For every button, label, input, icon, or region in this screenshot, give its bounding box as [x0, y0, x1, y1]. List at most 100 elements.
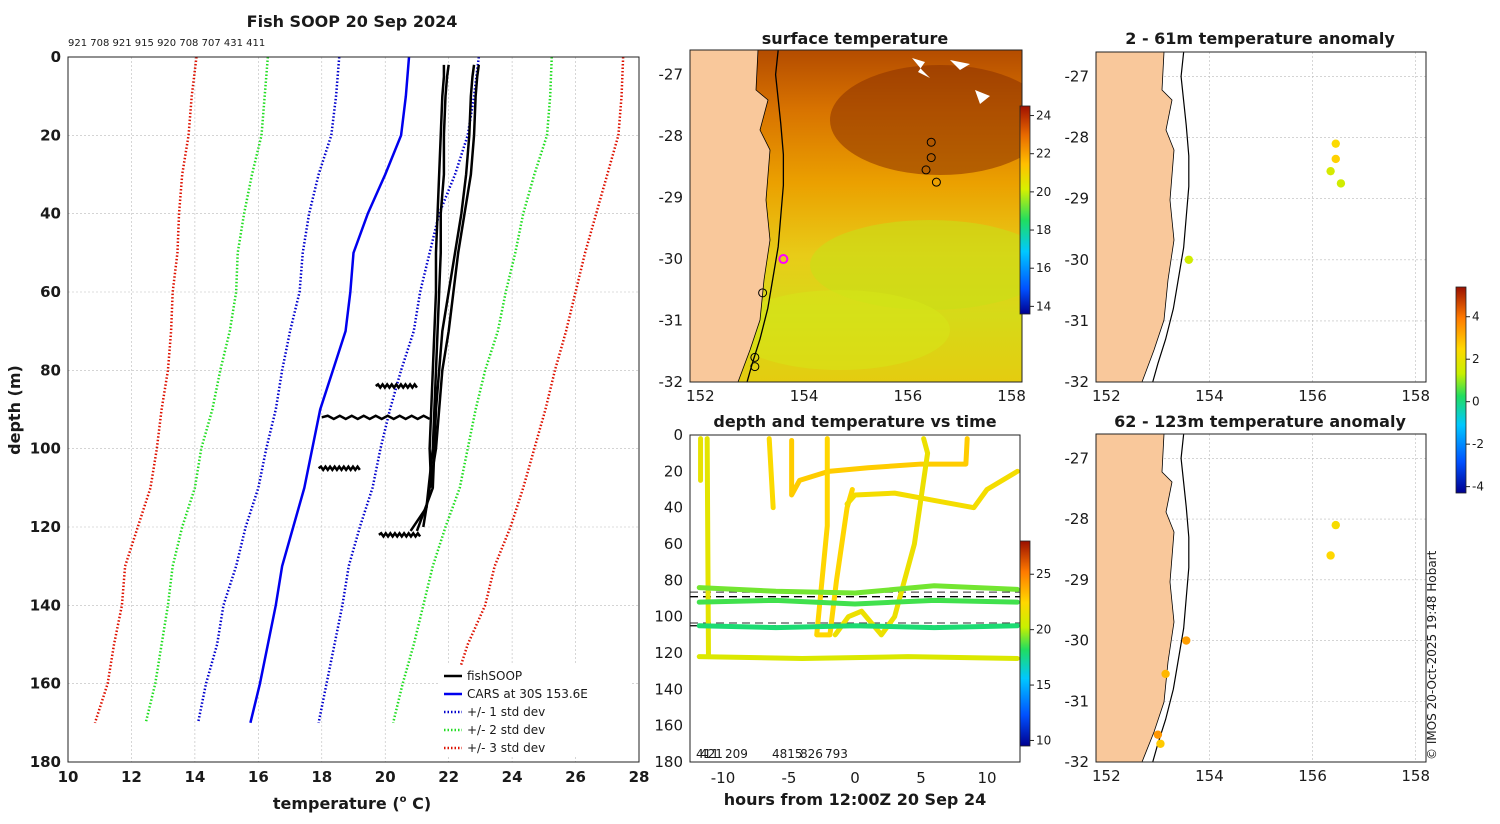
time-colorbar-label: 20 — [1036, 623, 1051, 637]
fish-scribble-2 — [317, 464, 361, 472]
time-id-0: 411 — [696, 747, 719, 761]
anom-top-ytick: -27 — [1065, 67, 1090, 85]
sst-land — [690, 50, 771, 382]
sst-colorbar-label: 20 — [1036, 185, 1051, 199]
time-id-4: 826 — [800, 747, 823, 761]
anom-top-xtick: 158 — [1401, 387, 1430, 405]
sst-ytick: -32 — [659, 373, 684, 391]
anom-bottom-xtick: 154 — [1195, 767, 1224, 785]
anom-top-xtick: 154 — [1195, 387, 1224, 405]
anom-top-ytick: -30 — [1065, 251, 1090, 269]
fish-profile-1 — [409, 64, 450, 532]
sst-station-marker — [750, 352, 760, 362]
time-panel: depth and temperature vs time -10 -5 0 5 100… — [654, 412, 1051, 809]
fish-profile-2 — [415, 64, 476, 532]
time-ytick: 0 — [673, 426, 683, 444]
legend-label-std1: +/- 1 std dev — [467, 705, 545, 719]
profile-series-cars-at-30s-153-6e — [249, 57, 411, 724]
time-ytick: 40 — [664, 499, 683, 517]
anom-top-ytick: -31 — [1065, 312, 1090, 330]
anom-bottom-ytick: -29 — [1065, 571, 1090, 589]
time-track-8 — [696, 597, 1020, 607]
time-id-5: 793 — [825, 747, 848, 761]
fish-scribble-1 — [321, 414, 431, 421]
anom-top-land-group — [1096, 52, 1190, 382]
sst-ytick: -28 — [659, 127, 684, 145]
time-xtick: -10 — [711, 769, 736, 787]
sst-shelf-contour — [746, 50, 785, 382]
sst-station-marker — [750, 362, 760, 372]
sst-colorbar-label: 22 — [1036, 147, 1051, 161]
anom-bottom-ytick: -30 — [1065, 632, 1090, 650]
sst-colorbar-label: 14 — [1036, 299, 1051, 313]
profile-xlabel: temperature (o C) — [273, 794, 431, 813]
time-xlabel: hours from 12:00Z 20 Sep 24 — [724, 790, 986, 809]
anom-bottom-xtick: 158 — [1401, 767, 1430, 785]
anom-bottom-ticks: 152 154 156 158 -27 -28 -29 -30 -31 -32 — [1065, 449, 1431, 785]
anom-top-xtick: 156 — [1298, 387, 1327, 405]
anom-colorbar-label: -4 — [1472, 480, 1484, 494]
profile-xtick: 12 — [121, 768, 142, 786]
anom-top-box — [1095, 51, 1427, 383]
time-track-7 — [696, 583, 1020, 596]
time-ytick: 120 — [654, 644, 683, 662]
time-ytick: 160 — [654, 717, 683, 735]
profile-xtick: 10 — [58, 768, 79, 786]
profile-xtick: 14 — [184, 768, 205, 786]
fish-profile-0 — [428, 64, 446, 488]
time-axes-box — [689, 434, 1021, 763]
anom-bottom-title: 62 - 123m temperature anomaly — [1114, 412, 1406, 431]
legend-label-fish: fishSOOP — [467, 669, 522, 683]
sst-colorbar-label: 16 — [1036, 261, 1051, 275]
sst-xtick: 152 — [686, 387, 715, 405]
sst-cool-patch-2 — [730, 290, 950, 370]
anom-bottom-box — [1095, 433, 1427, 763]
profile-id-strip: 921 708 921 915 920 708 707 431 411 — [68, 38, 265, 49]
anom-bottom-ytick: -28 — [1065, 510, 1090, 528]
profile-ytick: 0 — [51, 48, 61, 66]
profile-ytick: 140 — [30, 596, 61, 614]
anom-top-point — [1331, 154, 1340, 164]
anom-colorbar: 4 2 0 -2 -4 — [1455, 286, 1484, 494]
sst-map-field — [690, 50, 1022, 382]
time-ytick: 180 — [654, 753, 683, 771]
anom-bottom-shelf-contour — [1152, 434, 1190, 762]
sst-station-marker — [926, 153, 936, 163]
anom-top-ticks: 152 154 156 158 -27 -28 -29 -30 -31 -32 — [1065, 67, 1431, 405]
profile-series--2-std-dev — [144, 57, 270, 724]
profile-ytick: 80 — [40, 361, 61, 379]
anom-top-xtick: 152 — [1092, 387, 1121, 405]
sst-station-marker — [758, 288, 768, 298]
time-id-3: 4815 — [772, 747, 803, 761]
profile-series--1-std-dev — [317, 57, 481, 724]
sst-colorbar — [1019, 105, 1031, 315]
time-xtick: 5 — [916, 769, 926, 787]
time-ytick: 60 — [664, 535, 683, 553]
sst-warm-patch — [830, 65, 1022, 175]
time-colorbar-label: 25 — [1036, 567, 1051, 581]
time-ytick: 80 — [664, 571, 683, 589]
profile-ytick: 40 — [40, 205, 61, 223]
legend-label-std2: +/- 2 std dev — [467, 723, 545, 737]
anom-bottom-land-group — [1096, 434, 1190, 762]
anom-bottom-xtick: 152 — [1092, 767, 1121, 785]
sst-map-title: surface temperature — [762, 29, 949, 48]
anom-bottom-ytick: -27 — [1065, 449, 1090, 467]
sst-ytick: -27 — [659, 66, 684, 84]
sst-colorbar-label: 18 — [1036, 223, 1051, 237]
anom-colorbar-label: 4 — [1472, 310, 1480, 324]
sst-cloud-gaps — [912, 58, 990, 104]
profile-ylabel: depth (m) — [5, 365, 24, 455]
anom-colorbar-label: -2 — [1472, 437, 1484, 451]
time-tracks — [696, 436, 1020, 661]
profile-ytick: 180 — [30, 753, 61, 771]
time-colorbar — [1019, 540, 1031, 747]
anom-bottom-point — [1153, 730, 1163, 739]
anom-bottom-ytick: -31 — [1065, 692, 1090, 710]
sst-ytick: -31 — [659, 312, 684, 330]
profile-panel: Fish SOOP 20 Sep 2024 921 708 921 915 92… — [5, 12, 649, 813]
time-track-2 — [766, 436, 776, 511]
sst-ticks: 152 154 156 158 -27 -28 -29 -30 -31 -32 — [659, 66, 1026, 405]
